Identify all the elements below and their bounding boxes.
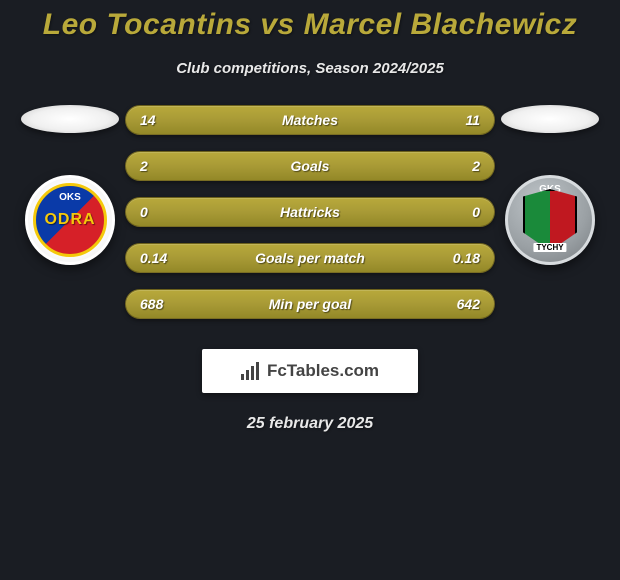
stat-label: Hattricks [180, 204, 440, 220]
right-player-photo-placeholder [501, 105, 599, 133]
left-club-badge: OKS ODRA [25, 175, 115, 265]
stats-list: 14 Matches 11 2 Goals 2 0 Hattricks 0 0.… [125, 105, 495, 319]
stat-left-value: 0.14 [140, 250, 180, 266]
stat-row-goals-per-match: 0.14 Goals per match 0.18 [125, 243, 495, 273]
stat-right-value: 2 [440, 158, 480, 174]
stat-label: Goals per match [180, 250, 440, 266]
stat-left-value: 688 [140, 296, 180, 312]
stat-right-value: 0.18 [440, 250, 480, 266]
stat-row-min-per-goal: 688 Min per goal 642 [125, 289, 495, 319]
stat-label: Matches [180, 112, 440, 128]
right-badge-text-bottom: TYCHY [533, 243, 566, 252]
stat-left-value: 2 [140, 158, 180, 174]
comparison-panel: OKS ODRA 14 Matches 11 2 Goals 2 0 Hattr… [0, 105, 620, 319]
stat-left-value: 14 [140, 112, 180, 128]
subtitle: Club competitions, Season 2024/2025 [0, 60, 620, 77]
brand-label: FcTables.com [267, 361, 379, 381]
stat-label: Goals [180, 158, 440, 174]
right-player-column: GKS TYCHY [495, 105, 605, 265]
page-title: Leo Tocantins vs Marcel Blachewicz [0, 0, 620, 42]
date-label: 25 february 2025 [0, 415, 620, 433]
stat-row-goals: 2 Goals 2 [125, 151, 495, 181]
stat-label: Min per goal [180, 296, 440, 312]
bar-chart-icon [241, 362, 261, 380]
stat-row-matches: 14 Matches 11 [125, 105, 495, 135]
stat-right-value: 0 [440, 204, 480, 220]
left-badge-text-main: ODRA [44, 211, 95, 229]
left-player-column: OKS ODRA [15, 105, 125, 265]
stat-left-value: 0 [140, 204, 180, 220]
right-club-badge: GKS TYCHY [505, 175, 595, 265]
stat-right-value: 11 [440, 112, 480, 128]
left-badge-text-top: OKS [59, 192, 81, 203]
brand-link[interactable]: FcTables.com [202, 349, 418, 393]
stat-row-hattricks: 0 Hattricks 0 [125, 197, 495, 227]
stat-right-value: 642 [440, 296, 480, 312]
left-player-photo-placeholder [21, 105, 119, 133]
